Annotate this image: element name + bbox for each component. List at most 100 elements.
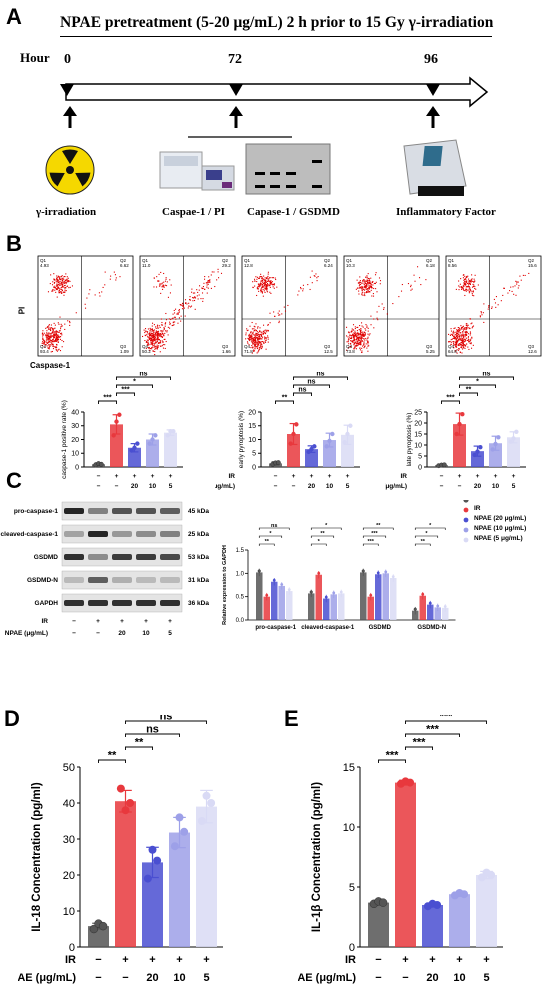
row-npae-value: 20 [308, 483, 316, 490]
y-tick-label: 1.5 [236, 548, 245, 554]
y-axis-label: Relative expression to GAPDH [222, 545, 228, 625]
data-point [454, 431, 459, 437]
row-npae-value: 10 [326, 483, 334, 490]
sig-bracket [258, 535, 283, 538]
bar [449, 894, 470, 947]
y-tick-label: 20 [248, 409, 256, 416]
bar [442, 607, 449, 620]
quadrant-name: Q1 [346, 258, 353, 263]
sig-bracket [310, 535, 335, 538]
sig-label: *** [440, 715, 454, 723]
blot-label: pro-caspase-1 [14, 508, 58, 515]
blot-band [88, 531, 108, 537]
quadrant-value: 11.0 [142, 263, 151, 268]
quadrant-value: 1.66 [222, 349, 231, 354]
hour-label: Hour [20, 50, 50, 65]
legend-label: C [474, 500, 479, 502]
bar [422, 905, 443, 947]
data-point [135, 441, 140, 446]
quadrant-name: Q1 [40, 258, 47, 263]
quadrant-value: 50.2 [142, 349, 151, 354]
step-caspase-pi: Caspae-1 / PI [162, 206, 225, 218]
sig-label: ** [265, 539, 270, 545]
y-tick-label: 20 [63, 870, 75, 882]
quadrant-value: 6.62 [120, 263, 129, 268]
bar [390, 578, 397, 620]
sig-bracket [125, 720, 207, 724]
data-point [487, 871, 496, 879]
y-tick-label: 40 [63, 798, 75, 810]
data-point [348, 423, 353, 428]
data-point [508, 439, 513, 444]
blot-size: 45 kDa [188, 508, 209, 515]
data-point [511, 436, 516, 441]
sig-label: ns [482, 372, 490, 378]
row-npae-value: 20 [146, 972, 158, 984]
blot-band [64, 600, 84, 606]
timepoint-0: 0 [64, 52, 71, 67]
row-ir-value: − [72, 618, 76, 625]
sig-bracket [310, 543, 327, 546]
data-point [342, 440, 347, 445]
panel-label-b: B [6, 231, 22, 256]
data-point [111, 433, 116, 438]
row-label-npae: NPAE (μg/mL) [215, 483, 235, 490]
sig-label: ** [466, 387, 472, 394]
row-npae-value: − [95, 972, 101, 984]
bar [169, 832, 190, 947]
data-point [197, 817, 206, 825]
row-npae-value: − [115, 483, 119, 490]
sig-bracket [414, 535, 439, 538]
blot-size: 31 kDa [188, 577, 209, 584]
sig-label: *** [426, 724, 440, 736]
flow-dots [448, 272, 530, 354]
blot-label: GAPDH [35, 600, 59, 607]
data-point [287, 588, 291, 592]
data-point [312, 444, 317, 449]
y-tick-label: 10 [343, 822, 355, 834]
blot-size: 53 kDa [188, 554, 209, 561]
data-point [153, 433, 158, 438]
step-irradiation: γ-irradiation [36, 206, 97, 218]
sig-bracket [459, 384, 496, 388]
panel-label-c: C [6, 468, 22, 493]
row-ir-value: + [96, 618, 100, 625]
blot-band [64, 577, 84, 583]
sig-bracket [362, 527, 394, 530]
timepoint-96: 96 [424, 52, 438, 67]
data-point [406, 778, 415, 787]
quadrant-value: 64.8 [448, 349, 457, 354]
row-npae-value: 10 [453, 972, 465, 984]
bar [507, 437, 520, 467]
data-point [433, 901, 442, 909]
data-point [291, 431, 296, 437]
bar [256, 572, 263, 620]
data-point [345, 431, 350, 437]
y-tick-label: 10 [248, 437, 256, 444]
blot-band [64, 531, 84, 537]
quadrant-value: 8.56 [448, 263, 457, 268]
data-point [126, 799, 135, 807]
data-point [272, 578, 276, 582]
sig-label: * [476, 379, 479, 386]
flow-dots [245, 270, 319, 354]
sig-label: *** [371, 531, 378, 537]
blot-band [112, 554, 132, 560]
row-label-ir: IR [65, 954, 76, 966]
panel-label-d: D [4, 706, 20, 731]
western-blot: pro-caspase-1 45 kDa cleaved-caspase-1 25 k… [1, 501, 209, 637]
sig-label: ns [146, 724, 159, 736]
data-point [369, 593, 373, 597]
sig-bracket [362, 543, 379, 546]
flow-dots [142, 268, 223, 356]
data-point [317, 571, 321, 575]
data-point [147, 441, 152, 446]
data-point [493, 441, 498, 447]
data-point [180, 827, 189, 836]
quadrant-value: 12.8 [244, 263, 253, 268]
panel-label-e: E [284, 706, 299, 731]
quadrant-value: 6.18 [426, 263, 435, 268]
